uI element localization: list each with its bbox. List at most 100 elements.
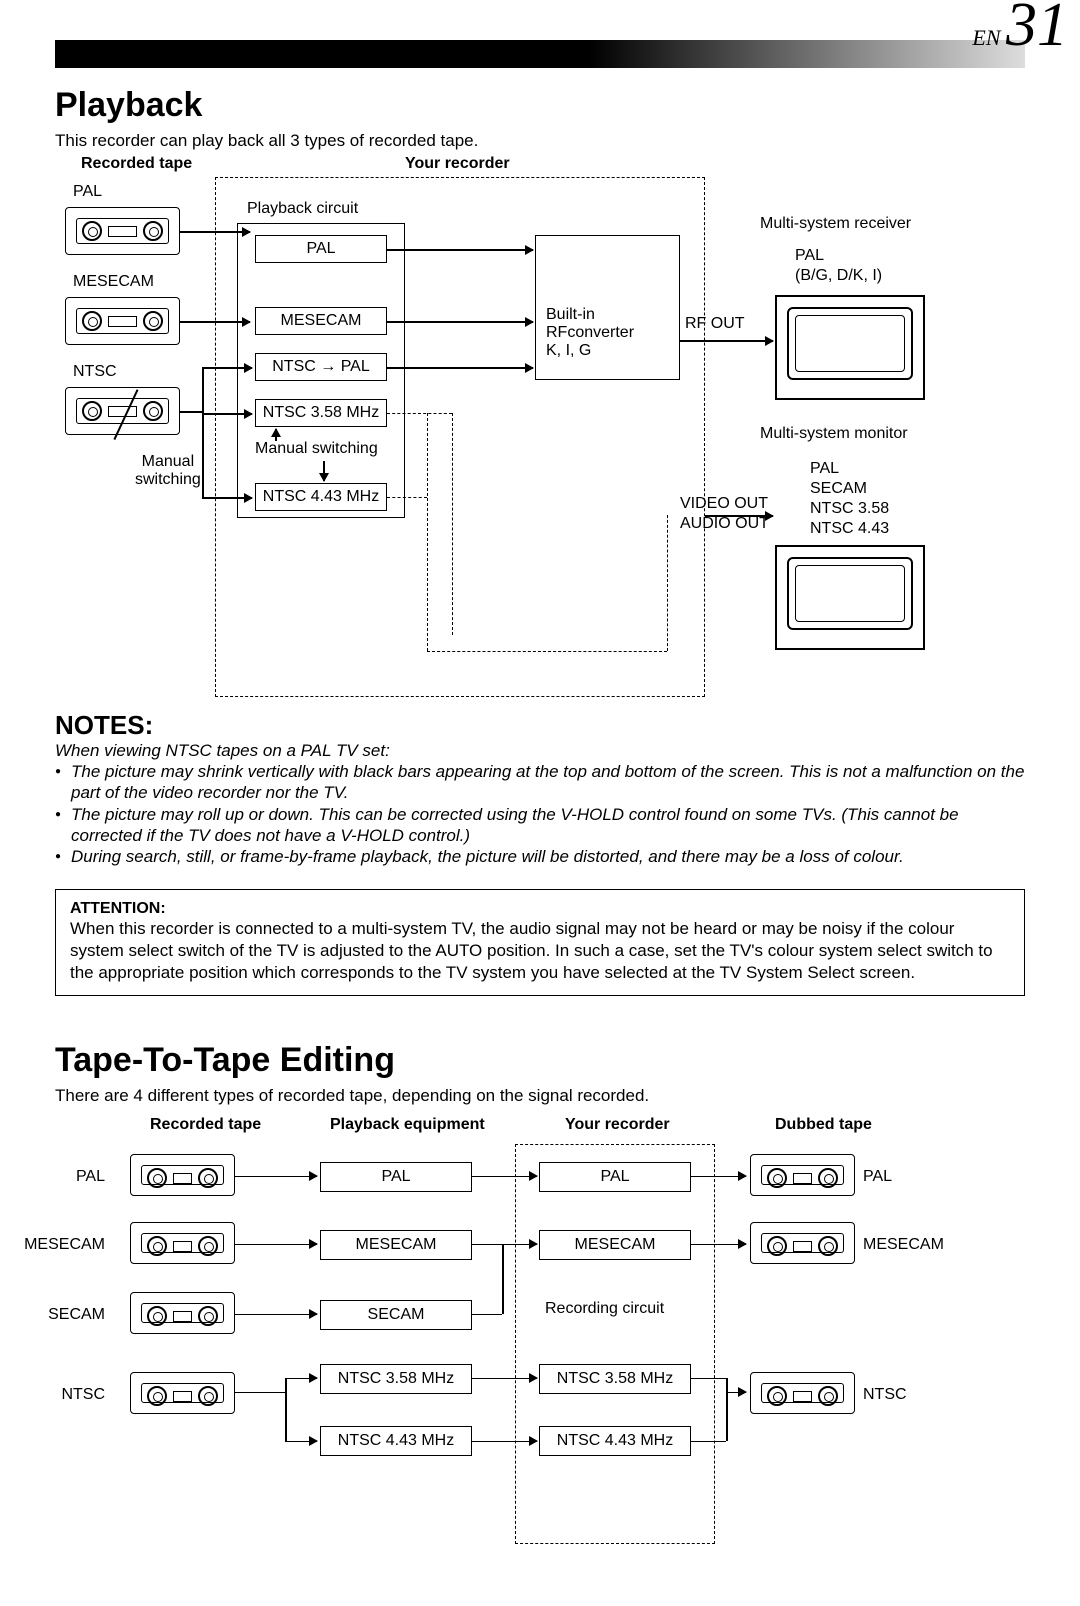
pb-mesecam: MESECAM [320,1230,472,1260]
col-dubbed: Dubbed tape [775,1116,872,1134]
arrow [180,321,250,323]
col-recorded: Recorded tape [150,1116,261,1134]
ntsc-tape-label: NTSC [73,363,117,381]
line [235,1392,285,1394]
rfconverter-box: Built-in RFconverter K, I, G [535,235,680,380]
page-number: EN 31 [972,0,1068,61]
arrow [202,497,252,499]
arrow [275,429,277,441]
attention-body: When this recorder is connected to a mul… [70,918,1010,984]
recorded-tape-label: Recorded tape [81,155,192,173]
ntsc443-box: NTSC 4.43 MHz [255,483,387,511]
dline [427,651,667,652]
note-item: During search, still, or frame-by-frame … [55,846,1025,867]
monitor-label: Multi-system monitor [760,425,908,443]
rf-out-label: RF OUT [685,315,745,333]
attention-title: ATTENTION: [70,900,1010,918]
ntsc-pal-box: NTSC → PAL [255,353,387,381]
rec-pal: PAL [539,1162,691,1192]
playback-title: Playback [55,86,1025,125]
col-playback: Playback equipment [330,1116,485,1134]
video-out-label: VIDEO OUT [680,495,768,513]
notes-title: NOTES: [55,710,1025,741]
mon-l4: NTSC 4.43 [810,520,889,538]
dub-ntsc: NTSC [863,1386,907,1404]
line [691,1441,726,1443]
arrow [202,367,252,369]
arrow [472,1441,537,1443]
tape-icon [750,1372,855,1414]
mesecam-tape-label: MESECAM [73,273,154,291]
arrow [387,367,533,369]
dline [452,413,453,635]
dline-overlap [387,249,477,250]
receiver-line1: PAL [795,247,824,265]
recording-circuit-label: Recording circuit [545,1300,664,1318]
dline [667,515,668,651]
rfconv-l3: K, I, G [546,342,679,360]
dline [387,413,452,414]
receiver-tv-icon [775,295,925,400]
arrow [691,1176,746,1178]
arrow [180,411,202,413]
note-item: The picture may roll up or down. This ca… [55,804,1025,847]
manual-switching-label: Manual switching [255,440,378,458]
manual-switching-left: Manual switching [135,453,201,489]
note-item: The picture may shrink vertically with b… [55,761,1025,804]
mon-l3: NTSC 3.58 [810,500,889,518]
tape-icon [130,1154,235,1196]
attention-box: ATTENTION: When this recorder is connect… [55,889,1025,995]
line [502,1244,504,1314]
arrow [180,231,250,233]
recorder-dashed-box [515,1144,715,1544]
arrow [235,1176,317,1178]
pal-box: PAL [255,235,387,263]
mesecam-box: MESECAM [255,307,387,335]
line [726,1378,728,1441]
dline [427,413,428,651]
pal-tape-icon [65,207,180,255]
rec-ntsc358: NTSC 3.58 MHz [539,1364,691,1394]
rec-mesecam: MESECAM [539,1230,691,1260]
arrow [691,1244,746,1246]
line [472,1314,502,1316]
rfconv-l2: RFconverter [546,324,679,342]
arrow [472,1176,537,1178]
arrow [285,1441,317,1443]
receiver-label: Multi-system receiver [760,215,911,233]
arrow [235,1314,317,1316]
pb-pal: PAL [320,1162,472,1192]
ntsc358-box: NTSC 3.58 MHz [255,399,387,427]
tape-icon [130,1222,235,1264]
tape-icon [130,1372,235,1414]
tape-icon [130,1292,235,1334]
editing-diagram: Recorded tape Playback equipment Your re… [55,1116,1025,1546]
playback-diagram: Recorded tape Your recorder PAL MESECAM … [55,155,1025,700]
arrow [323,461,325,481]
line [285,1378,287,1441]
arrow [202,413,252,415]
mon-l2: SECAM [810,480,867,498]
playback-intro: This recorder can play back all 3 types … [55,131,1025,151]
notes-list: The picture may shrink vertically with b… [55,761,1025,867]
line [202,367,204,497]
header-gradient-bar [55,40,1025,68]
pal-tape-label: PAL [73,183,102,201]
audio-out-label: AUDIO OUT [680,515,769,533]
page-lang: EN [972,25,1000,50]
col-recorder: Your recorder [565,1116,670,1134]
editing-intro: There are 4 different types of recorded … [55,1086,1025,1106]
dub-mesecam: MESECAM [863,1236,944,1254]
pb-secam: SECAM [320,1300,472,1330]
your-recorder-label: Your recorder [405,155,510,173]
pb-ntsc358: NTSC 3.58 MHz [320,1364,472,1394]
dub-pal: PAL [863,1168,892,1186]
line [691,1378,726,1380]
playback-circuit-label: Playback circuit [247,200,358,218]
rec-ntsc443: NTSC 4.43 MHz [539,1426,691,1456]
editing-title: Tape-To-Tape Editing [55,1041,1025,1080]
arrow [726,1392,746,1394]
tape-icon [750,1222,855,1264]
monitor-tv-icon [775,545,925,650]
notes-intro: When viewing NTSC tapes on a PAL TV set: [55,741,1025,761]
